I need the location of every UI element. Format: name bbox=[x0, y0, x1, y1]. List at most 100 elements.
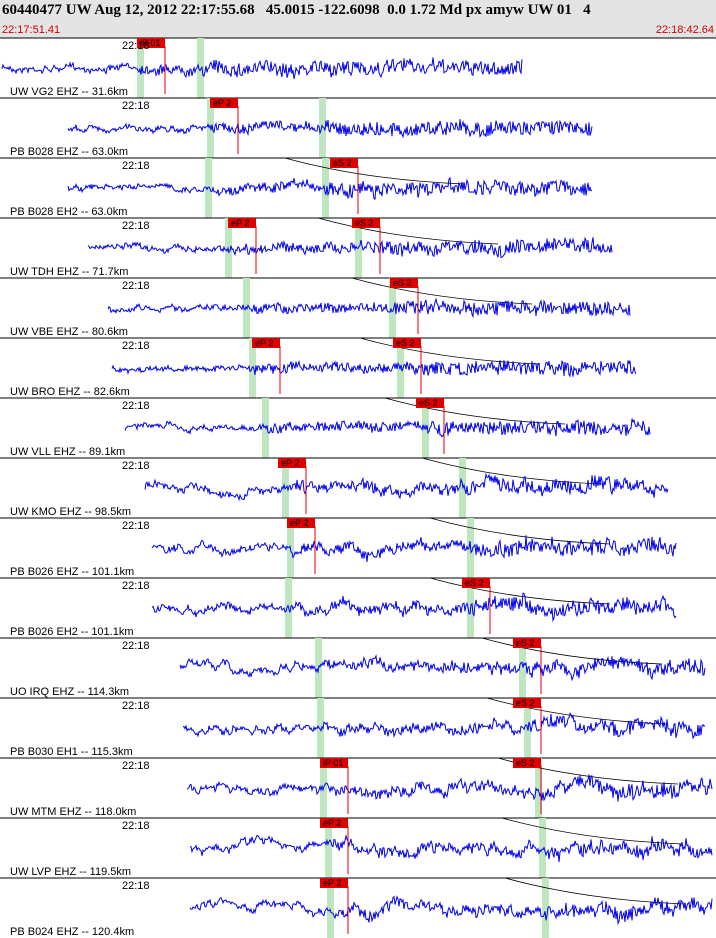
s-arrival-band bbox=[539, 818, 546, 878]
time-label: 22:18 bbox=[122, 640, 150, 652]
pick-label: eS 2 bbox=[516, 638, 535, 648]
pick-label: eS 2 bbox=[355, 218, 374, 228]
pick-label: eS 2 bbox=[516, 758, 535, 768]
pick-label: eS 2 bbox=[465, 578, 484, 588]
waveform bbox=[186, 774, 713, 802]
station-label: PB B028 EHZ -- 63.0km bbox=[10, 146, 128, 158]
pick-box bbox=[320, 818, 348, 828]
pick-box bbox=[330, 158, 358, 168]
pick-box bbox=[393, 338, 421, 348]
waveform bbox=[107, 297, 631, 319]
pick-label: eP 2 bbox=[231, 218, 249, 228]
s-arrival-band bbox=[459, 458, 466, 518]
pick-box bbox=[352, 218, 380, 228]
pick-box bbox=[252, 338, 280, 348]
p-arrival-band bbox=[137, 38, 144, 98]
time-label: 22:18 bbox=[122, 340, 150, 352]
pick-label: eS 2 bbox=[396, 338, 415, 348]
time-label: 22:18 bbox=[122, 280, 150, 292]
station-label: PB B024 EHZ -- 120.4km bbox=[10, 926, 134, 938]
station-label: UW LVP EHZ -- 119.5km bbox=[10, 866, 131, 878]
travel-curve bbox=[351, 277, 533, 305]
time-label: 22:18 bbox=[122, 40, 150, 52]
time-label: 22:18 bbox=[122, 700, 150, 712]
station-label: UW KMO EHZ -- 98.5km bbox=[10, 506, 131, 518]
station-label: PB B030 EH1 -- 115.3km bbox=[10, 746, 133, 758]
time-label: 22:18 bbox=[122, 220, 150, 232]
pick-box bbox=[210, 98, 238, 108]
waveform bbox=[190, 834, 713, 863]
pick-box bbox=[320, 878, 348, 888]
pick-box bbox=[462, 578, 490, 588]
travel-curve bbox=[317, 217, 499, 245]
pick-label: eS 2 bbox=[419, 398, 438, 408]
s-arrival-band bbox=[322, 158, 329, 218]
travel-curve bbox=[429, 577, 611, 605]
p-arrival-band bbox=[317, 698, 324, 758]
station-label: UW BRO EHZ -- 82.6km bbox=[10, 386, 130, 398]
pick-label: eP 2 bbox=[213, 98, 231, 108]
p-arrival-band bbox=[225, 218, 232, 278]
station-label: UW VG2 EHZ -- 31.6km bbox=[10, 86, 128, 98]
p-arrival-band bbox=[325, 818, 332, 878]
waveform bbox=[67, 176, 593, 200]
time-label: 22:18 bbox=[122, 760, 150, 772]
travel-curve bbox=[359, 337, 541, 365]
pick-box bbox=[513, 698, 541, 708]
waveform bbox=[189, 895, 713, 925]
pick-label: eP 2 bbox=[323, 818, 341, 828]
waveform bbox=[182, 712, 706, 740]
pick-box bbox=[278, 458, 306, 468]
travel-curve bbox=[421, 457, 603, 485]
waveform bbox=[144, 472, 669, 502]
pick-box bbox=[513, 758, 541, 768]
time-label: 22:18 bbox=[122, 580, 150, 592]
end-time: 22:18:42.64 bbox=[656, 24, 714, 36]
start-time: 22:17:51.41 bbox=[2, 24, 60, 36]
s-arrival-band bbox=[197, 38, 204, 98]
travel-curve bbox=[486, 697, 668, 725]
station-label: UW VBE EHZ -- 80.6km bbox=[10, 326, 128, 338]
waveform bbox=[87, 236, 613, 259]
time-label: 22:18 bbox=[122, 400, 150, 412]
pick-label: eP 2 bbox=[255, 338, 273, 348]
travel-curve bbox=[481, 637, 663, 665]
pick-box bbox=[390, 278, 418, 288]
header-bar bbox=[0, 0, 716, 38]
pick-label: eP 2 bbox=[290, 518, 308, 528]
time-label: 22:18 bbox=[122, 520, 150, 532]
header-title: 60440477 UW Aug 12, 2012 22:17:55.68 45.… bbox=[2, 2, 591, 18]
pick-label: iP 01 bbox=[323, 758, 343, 768]
station-label: UW TDH EHZ -- 71.7km bbox=[10, 266, 128, 278]
pick-box bbox=[320, 758, 348, 768]
pick-box bbox=[416, 398, 444, 408]
pick-label: eP 2 bbox=[281, 458, 299, 468]
time-label: 22:18 bbox=[122, 460, 150, 472]
pick-box bbox=[228, 218, 256, 228]
pick-label: eP 2 bbox=[323, 878, 341, 888]
waveform bbox=[124, 418, 651, 438]
waveform bbox=[179, 654, 706, 682]
station-label: UW VLL EHZ -- 89.1km bbox=[10, 446, 125, 458]
travel-curve bbox=[384, 397, 566, 425]
waveform bbox=[67, 119, 593, 139]
station-label: UW MTM EHZ -- 118.0km bbox=[10, 806, 136, 818]
p-arrival-band bbox=[327, 878, 334, 938]
waveform bbox=[1, 57, 523, 80]
waveform bbox=[151, 592, 677, 623]
waveform bbox=[151, 535, 677, 562]
station-label: UO IRQ EHZ -- 114.3km bbox=[10, 686, 129, 698]
time-label: 22:18 bbox=[122, 880, 150, 892]
pick-box bbox=[287, 518, 315, 528]
s-arrival-band bbox=[519, 638, 526, 698]
travel-curve bbox=[429, 517, 611, 545]
s-arrival-band bbox=[319, 98, 326, 158]
pick-label: eS 2 bbox=[333, 158, 352, 168]
station-label: PB B028 EH2 -- 63.0km bbox=[10, 206, 127, 218]
pick-box bbox=[513, 638, 541, 648]
travel-curve bbox=[284, 157, 466, 185]
station-label: PB B026 EH2 -- 101.1km bbox=[10, 626, 134, 638]
time-label: 22:18 bbox=[122, 820, 150, 832]
